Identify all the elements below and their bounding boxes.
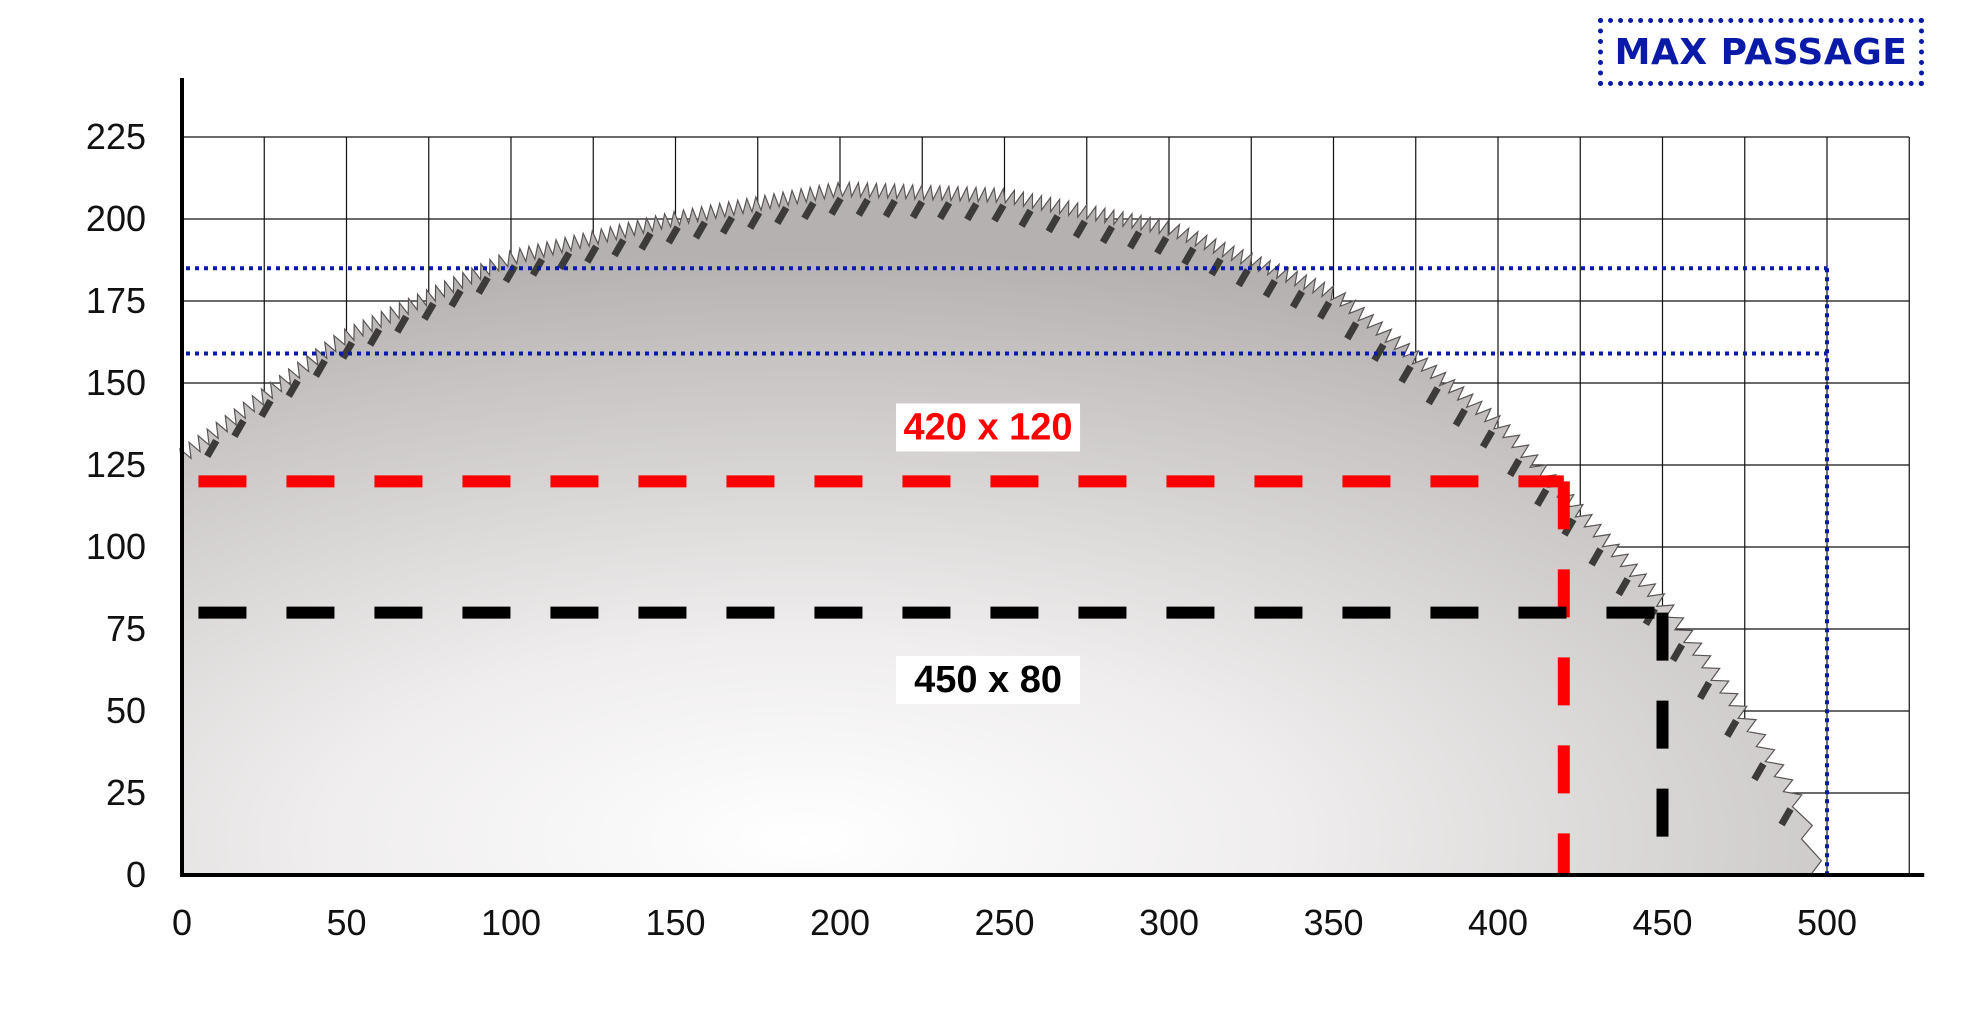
blade-tooth [665, 225, 681, 245]
y-tick-label: 200 [86, 198, 146, 239]
blade-tooth [882, 198, 898, 218]
blade-tooth [1235, 268, 1251, 288]
blade-tooth [1751, 762, 1767, 782]
blade-tooth [937, 201, 953, 221]
blade-tooth [312, 358, 328, 378]
blade-tooth [1072, 219, 1088, 239]
blade-tooth [774, 205, 790, 226]
blade-tooth [1398, 364, 1414, 384]
blade-tooth [1697, 680, 1713, 701]
blade-tooth [1669, 643, 1685, 663]
x-tick-label: 400 [1468, 902, 1528, 943]
blade-tooth [1452, 407, 1468, 427]
cut-label-background [896, 403, 1081, 452]
blade-tooth [638, 231, 654, 251]
axes [180, 77, 1925, 877]
red-cut-label: 420 x 120 [904, 406, 1073, 448]
blade-tooth [719, 215, 735, 235]
blade-tooth [1154, 235, 1170, 255]
blade-tooth [557, 251, 573, 271]
blade-tooth [502, 264, 518, 284]
blade-tooth [1262, 278, 1278, 299]
blade-tooth [1344, 321, 1360, 341]
y-tick-label: 50 [106, 690, 146, 731]
blade-tooth [1588, 547, 1604, 567]
max-passage-legend: MAX PASSAGE [1598, 18, 1924, 86]
x-tick-label: 0 [172, 902, 192, 943]
x-tick-label: 250 [974, 902, 1034, 943]
blade-tooth [1208, 257, 1224, 277]
blade-tooth [258, 398, 274, 418]
blade-tooth [204, 438, 220, 458]
blade-tooth [801, 201, 817, 221]
y-tick-label: 100 [86, 526, 146, 567]
blade-tooth [1724, 718, 1740, 738]
cut-label-background [896, 656, 1081, 705]
blade-tooth [855, 197, 871, 217]
y-tick-label: 225 [86, 116, 146, 157]
x-tick-label: 50 [326, 902, 366, 943]
x-tick-label: 200 [810, 902, 870, 943]
blade-tooth [448, 288, 464, 308]
blade-tooth [1099, 225, 1115, 245]
blade-tooth [1289, 289, 1305, 309]
x-tick-label: 450 [1632, 902, 1692, 943]
blade-tooth [1127, 230, 1143, 250]
blade-tooth [285, 378, 301, 398]
cut-lines [198, 475, 1669, 875]
x-tick-label: 350 [1303, 902, 1363, 943]
blade-tooth [692, 220, 708, 240]
blade-tooth [1425, 386, 1441, 406]
blade-tooth [964, 202, 980, 222]
blade-tooth [1181, 246, 1197, 266]
blade-tooth [1615, 577, 1631, 597]
blade-tooth [231, 418, 247, 438]
blade-tooth [339, 340, 356, 360]
x-tick-label: 150 [645, 902, 705, 943]
y-tick-label: 0 [126, 854, 146, 895]
blade-tooth [1317, 300, 1333, 320]
y-tick-label: 75 [106, 608, 146, 649]
legend-label: MAX PASSAGE [1614, 31, 1908, 73]
y-tick-label: 25 [106, 772, 146, 813]
blade-tooth [611, 238, 627, 258]
blade-body [179, 180, 1823, 876]
x-tick-label: 100 [481, 902, 541, 943]
y-tick-label: 125 [86, 444, 146, 485]
black-cut-label: 450 x 80 [914, 659, 1062, 701]
blade-tooth [991, 203, 1007, 223]
blade-tooth [1507, 458, 1523, 478]
blade-tooth [421, 301, 437, 321]
blade-tooth [367, 327, 383, 347]
blade-tooth [1534, 487, 1550, 507]
y-tick-label: 150 [86, 362, 146, 403]
blade-tooth [1045, 214, 1061, 234]
y-tick-label: 175 [86, 280, 146, 321]
blade-tooth [1479, 429, 1495, 449]
blade-tooth [1778, 807, 1794, 827]
blade-tooth [909, 199, 925, 220]
max-passage-lines [186, 266, 1829, 875]
blade-tooth [747, 210, 763, 230]
x-tick-label: 500 [1797, 902, 1857, 943]
blade-tooth [394, 314, 410, 334]
saw-blade-image [179, 180, 1823, 876]
blade-tooth [584, 244, 600, 264]
blade-tooth [1371, 342, 1387, 363]
blade-tooth [475, 275, 491, 295]
tick-labels: 0 50 100 150 200 250 300 350 400 450 500 0 25 50 75 100… [86, 116, 1857, 943]
blade-tooth [828, 196, 844, 216]
blade-tooth [1018, 208, 1034, 228]
cut-labels: 420 x 120 450 x 80 [896, 403, 1081, 705]
x-tick-label: 300 [1139, 902, 1199, 943]
